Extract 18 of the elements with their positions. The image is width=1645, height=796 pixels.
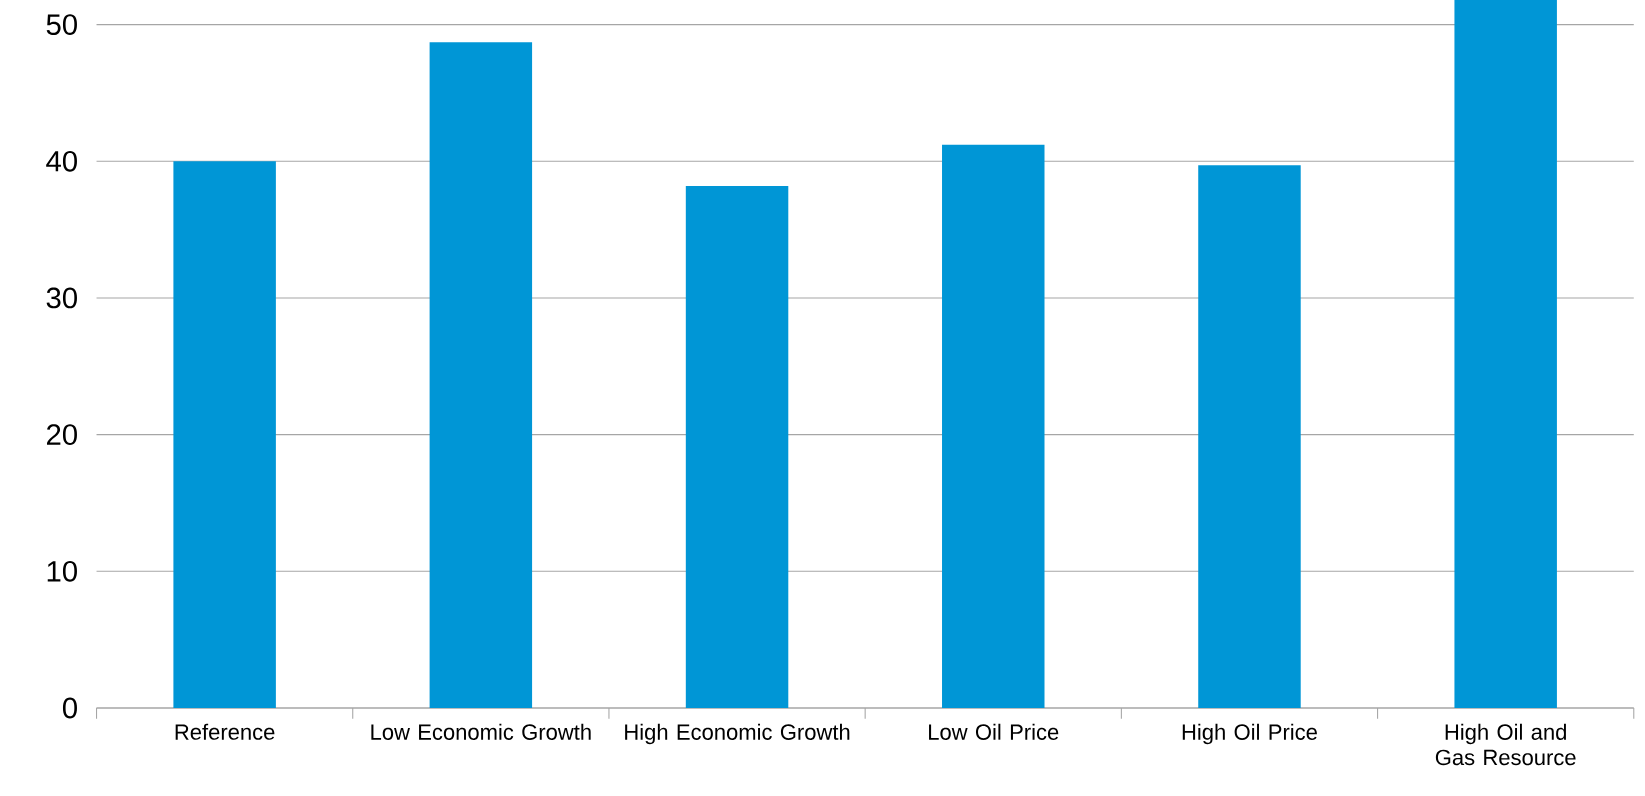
bar (1454, 0, 1557, 708)
x-tick-label: Low Economic Growth (371, 723, 591, 740)
x-tick-label: High Oil and Gas Resource (1435, 723, 1576, 766)
bar (173, 161, 276, 708)
y-tick-label: 0 (62, 697, 77, 719)
x-tick-label: Low Oil Price (929, 723, 1059, 740)
y-tick-label: 30 (46, 287, 77, 309)
y-tick-label: 20 (46, 424, 77, 446)
bar (1198, 165, 1301, 708)
x-tick-label: High Oil Price (1182, 723, 1317, 745)
bar (429, 42, 533, 708)
bar (942, 144, 1045, 708)
y-tick-label: 10 (47, 560, 77, 582)
bar (685, 185, 789, 708)
x-tick-label: High Economic Growth (625, 723, 850, 745)
y-tick-label: 40 (46, 150, 77, 172)
x-tick-label: Reference (175, 723, 275, 740)
y-tick-label: 50 (46, 14, 77, 35)
